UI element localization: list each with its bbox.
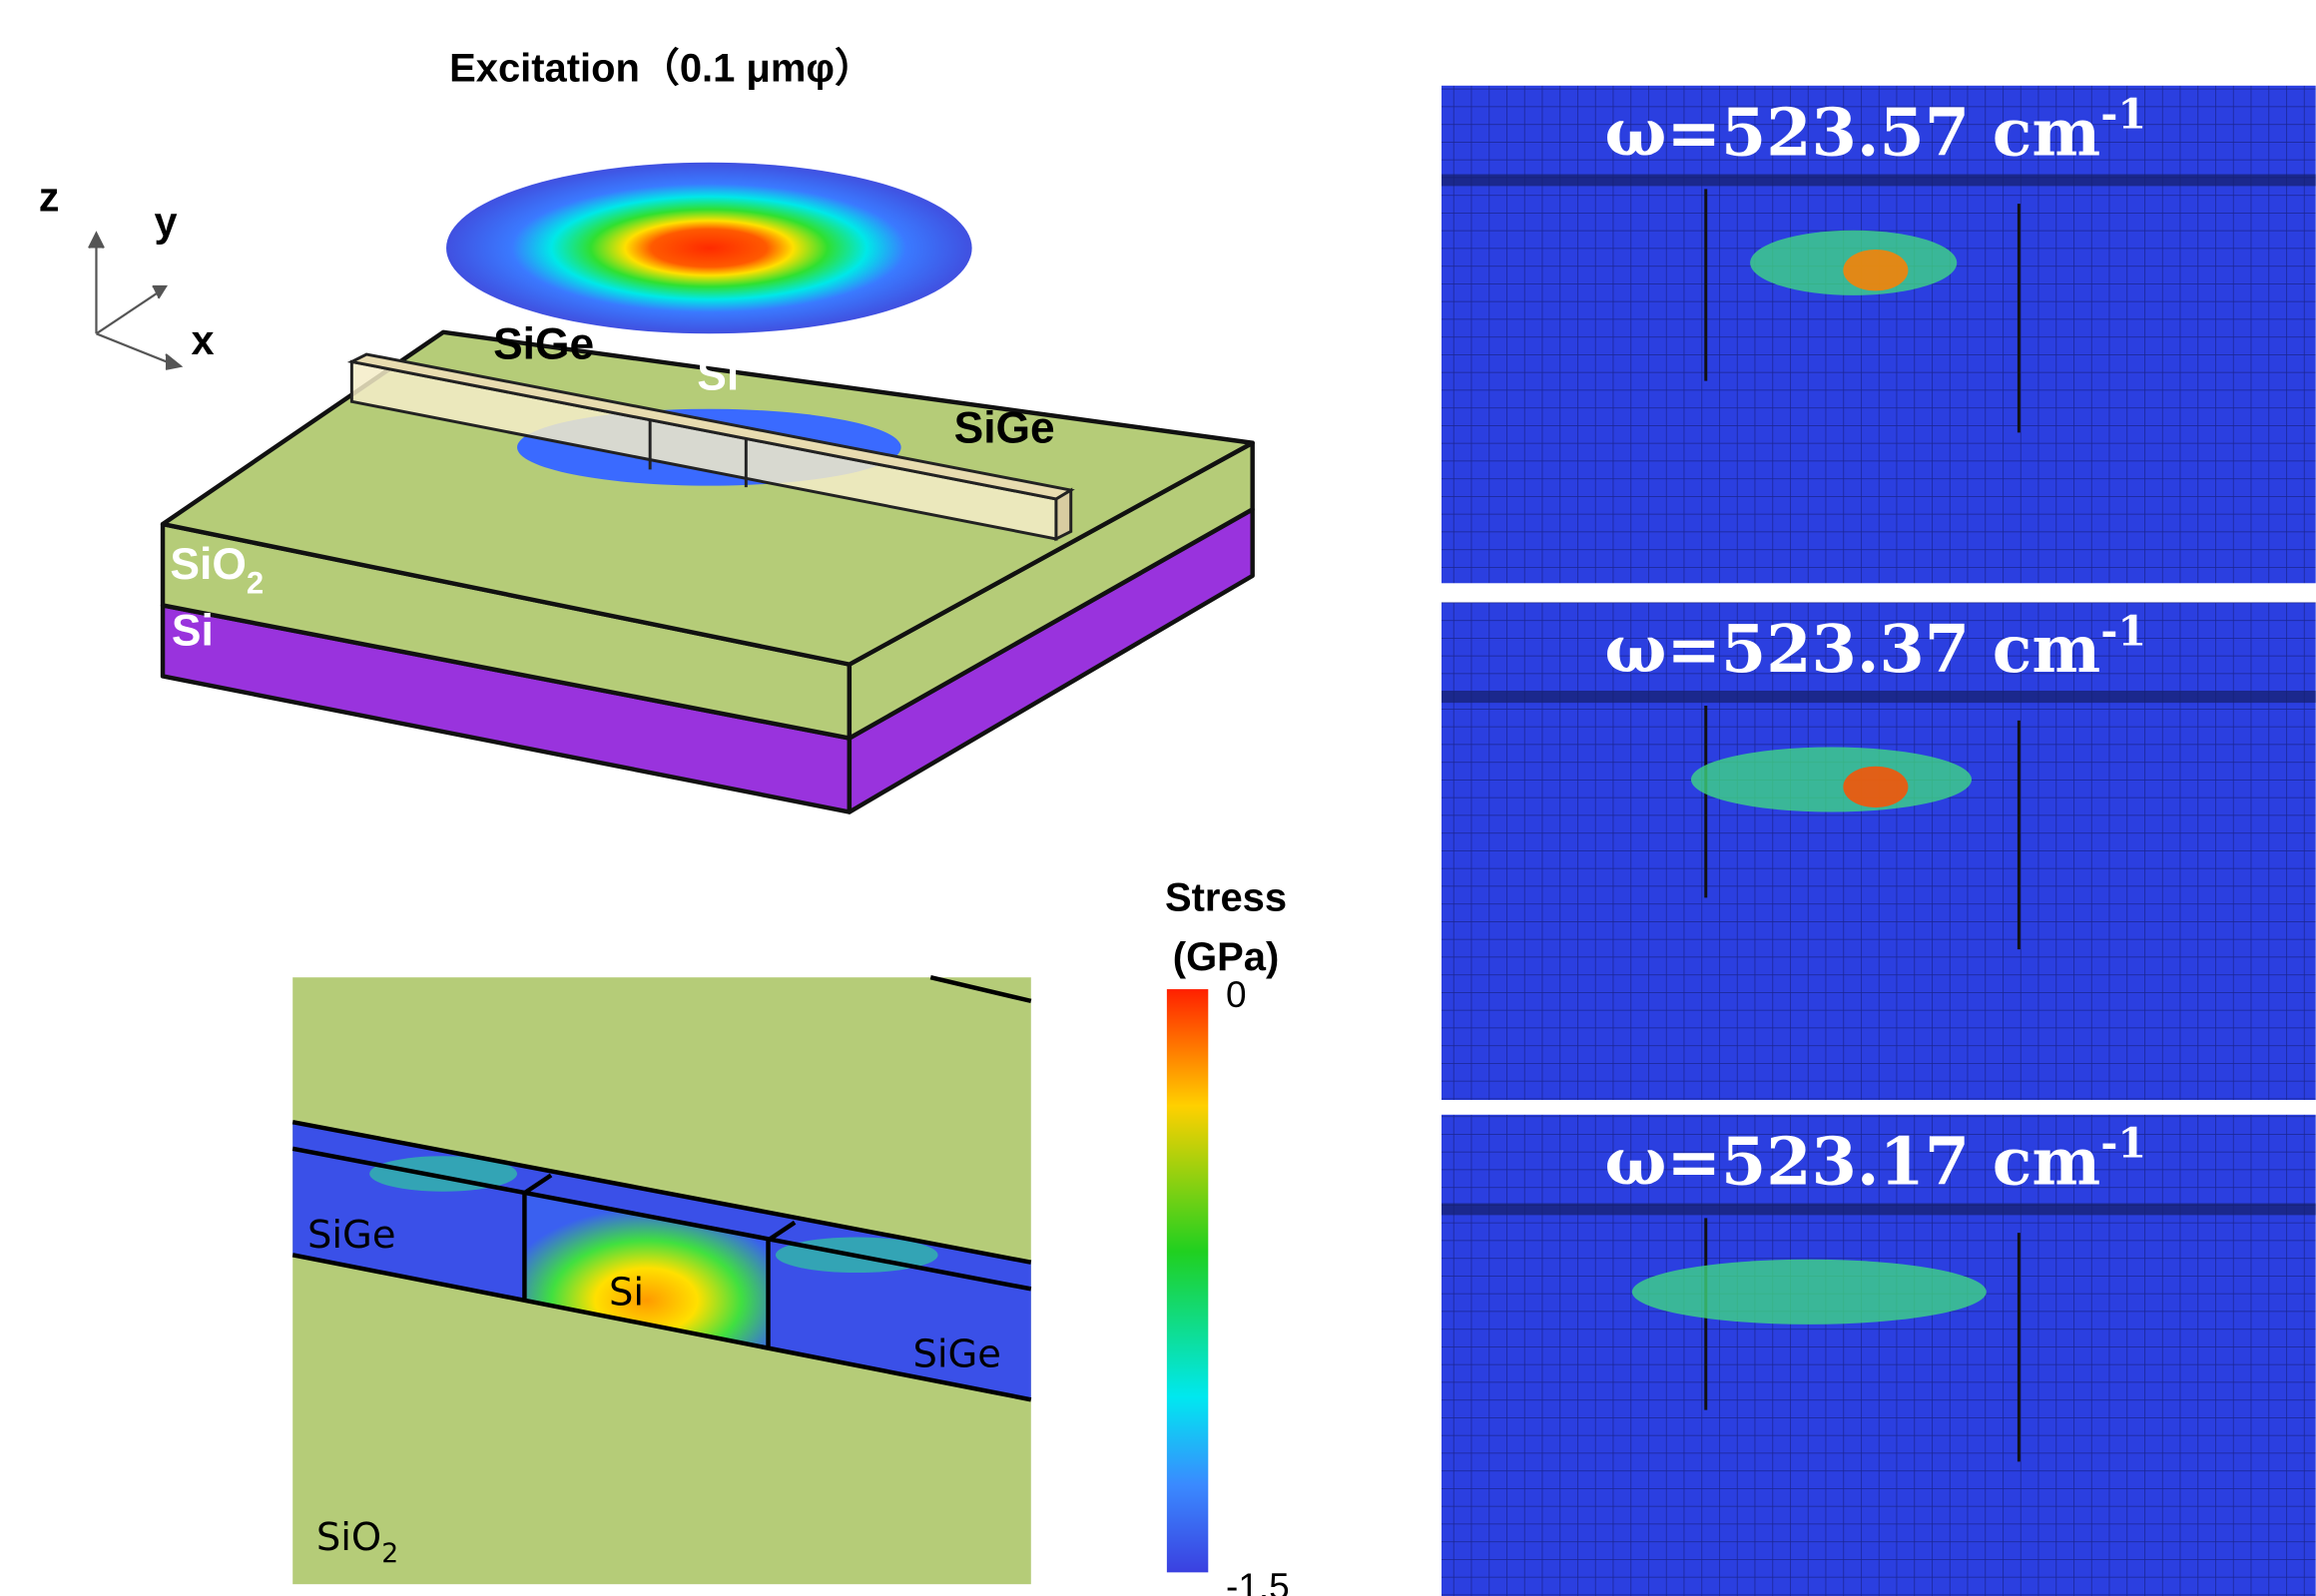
panel-title: ω=523.37 cm-1 <box>1605 606 2147 688</box>
panel-title: ω=523.57 cm-1 <box>1605 90 2147 172</box>
panel-title-sup: -1 <box>2100 1119 2146 1168</box>
colorbar-tick-label: -1.5 <box>1226 1566 1290 1596</box>
axis-x: x <box>191 317 214 363</box>
stress-hotspot <box>1691 747 1972 811</box>
stress-hotspot <box>1843 250 1908 290</box>
wafer <box>163 332 1253 812</box>
fem-dark-band <box>1442 691 2316 703</box>
label-text: SiO <box>316 1515 381 1560</box>
axis-arrows <box>89 234 181 369</box>
figure: Excitation（0.1 μmφ） z y x SiGe Si SiGe S… <box>0 0 2316 1596</box>
label-subscript: 2 <box>247 566 264 601</box>
label-si: Si <box>609 1271 644 1316</box>
label-sige: SiGe <box>912 1332 1001 1377</box>
axis-z: z <box>39 175 60 221</box>
label-si: Si <box>172 606 214 655</box>
label-sige: SiGe <box>954 404 1055 453</box>
fem-dark-band <box>1442 175 2316 187</box>
fem-dark-band <box>1442 1204 2316 1216</box>
label-sige: SiGe <box>307 1213 396 1258</box>
stress-hotspot <box>1632 1260 1987 1325</box>
panel-title: ω=523.17 cm-1 <box>1605 1119 2147 1201</box>
label-subscript: 2 <box>381 1538 398 1569</box>
colorbar <box>1167 989 1208 1572</box>
label-sige: SiGe <box>493 319 594 368</box>
page: Excitation（0.1 μmφ） z y x SiGe Si SiGe S… <box>0 0 2316 1596</box>
panel-title-text: ω=523.57 cm <box>1605 95 2101 171</box>
axis-y: y <box>154 200 177 246</box>
panel-title-text: ω=523.37 cm <box>1605 612 2101 688</box>
panel-title-sup: -1 <box>2100 606 2146 655</box>
stress-hotspot <box>1843 767 1908 807</box>
title: Excitation（0.1 μmφ） <box>449 46 874 90</box>
label-si: Si <box>697 351 739 400</box>
panel-title-sup: -1 <box>2100 90 2146 139</box>
panel-title-text: ω=523.17 cm <box>1605 1124 2101 1200</box>
label-text: SiO <box>170 540 246 589</box>
colorbar-title: Stress <box>1165 876 1287 920</box>
colorbar-tick-label: 0 <box>1226 974 1247 1015</box>
excitation-spot <box>446 163 972 334</box>
colorbar-title: (GPa) <box>1173 935 1279 979</box>
